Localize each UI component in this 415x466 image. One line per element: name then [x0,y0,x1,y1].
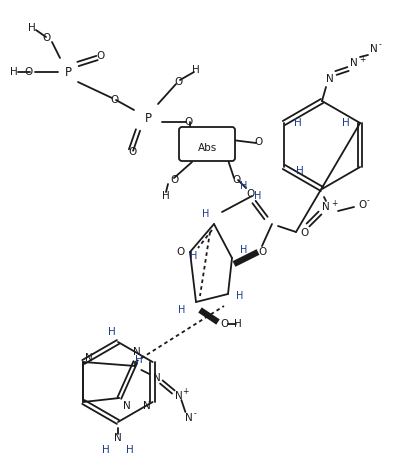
Text: H: H [203,209,210,219]
Text: O: O [174,77,182,87]
Text: H: H [108,327,116,337]
Text: O: O [232,175,240,185]
Text: N: N [326,74,334,84]
Text: O: O [24,67,32,77]
Text: H: H [126,445,134,455]
Text: H: H [236,291,244,301]
Text: H: H [240,245,248,255]
Text: N: N [154,373,161,383]
Text: N: N [143,401,151,411]
Text: N: N [186,413,193,423]
Text: O: O [184,117,192,127]
Text: O: O [258,247,266,257]
Text: -: - [378,41,381,49]
Text: H: H [294,118,302,128]
Text: H: H [190,251,198,261]
Text: H: H [234,319,242,329]
Text: H: H [296,166,304,176]
Text: O: O [254,137,262,147]
Text: -: - [194,410,197,418]
Text: O: O [170,175,178,185]
Text: N: N [370,44,378,54]
Text: O: O [300,228,308,238]
Text: H: H [342,118,350,128]
Text: H: H [178,305,186,315]
Text: +: + [331,199,337,207]
Text: O: O [110,95,118,105]
Text: H: H [10,67,18,77]
Text: N: N [85,353,93,363]
Text: +: + [359,55,365,63]
Text: H: H [102,445,110,455]
Text: O: O [176,247,184,257]
Text: Abs: Abs [198,143,217,153]
Text: H: H [240,181,248,191]
Text: O: O [42,33,50,43]
FancyBboxPatch shape [179,127,235,161]
Text: H: H [135,355,142,365]
Text: N: N [322,202,330,212]
Text: -: - [366,197,369,206]
Text: P: P [64,66,71,78]
Text: O: O [128,147,136,157]
Text: H: H [254,191,262,201]
Text: H: H [28,23,36,33]
Text: N: N [124,401,131,411]
Text: P: P [144,111,151,124]
Text: N: N [350,58,358,68]
Text: O: O [96,51,104,61]
Text: O: O [220,319,228,329]
Text: +: + [182,388,188,397]
Text: O: O [358,200,366,210]
Text: N: N [134,347,141,357]
Text: N: N [176,391,183,401]
Text: H: H [192,65,200,75]
Text: O: O [246,189,254,199]
Text: N: N [114,433,122,443]
Text: H: H [162,191,170,201]
